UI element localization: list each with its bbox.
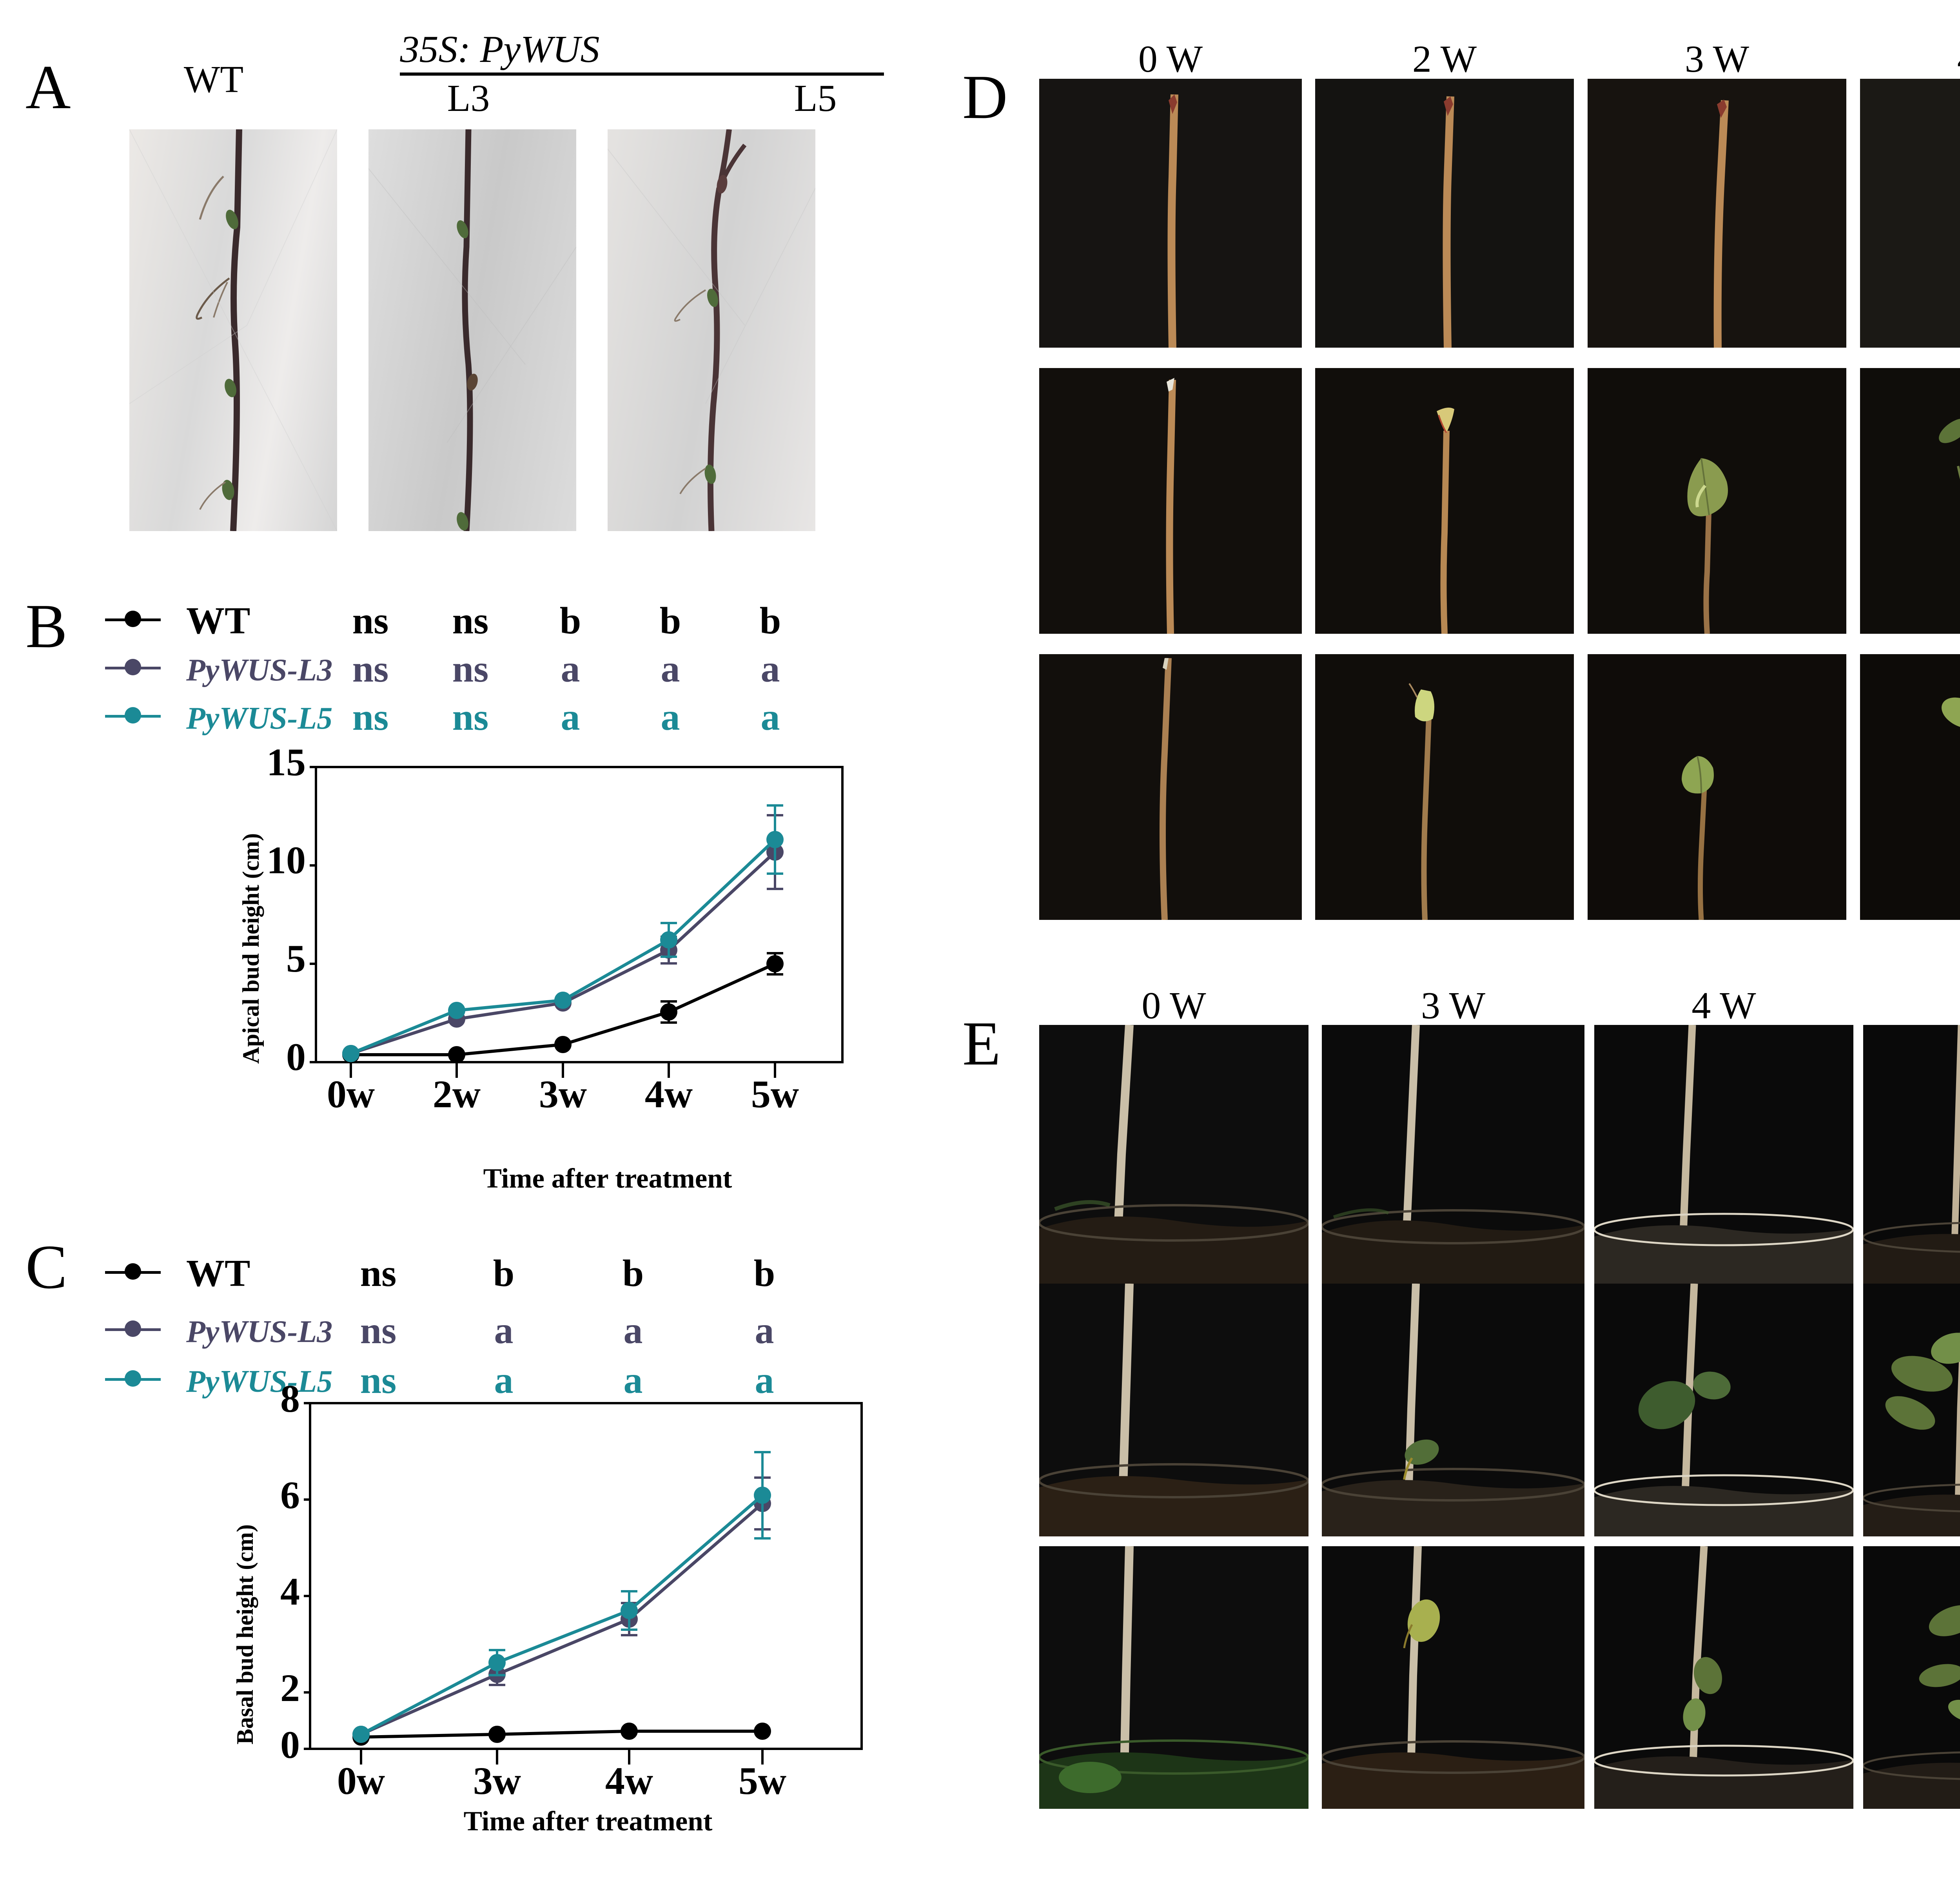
svg-text:3w: 3w: [473, 1759, 521, 1803]
svg-text:6: 6: [280, 1473, 300, 1517]
svg-text:8: 8: [280, 1377, 300, 1420]
svg-text:5w: 5w: [739, 1759, 786, 1803]
svg-text:Basal bud height (cm): Basal bud height (cm): [232, 1524, 258, 1745]
svg-text:Time after treatment: Time after treatment: [464, 1806, 713, 1837]
svg-text:4w: 4w: [605, 1759, 653, 1803]
svg-text:2: 2: [280, 1666, 300, 1710]
svg-text:4: 4: [280, 1570, 300, 1613]
svg-text:0: 0: [280, 1723, 300, 1766]
svg-text:0w: 0w: [337, 1759, 385, 1803]
